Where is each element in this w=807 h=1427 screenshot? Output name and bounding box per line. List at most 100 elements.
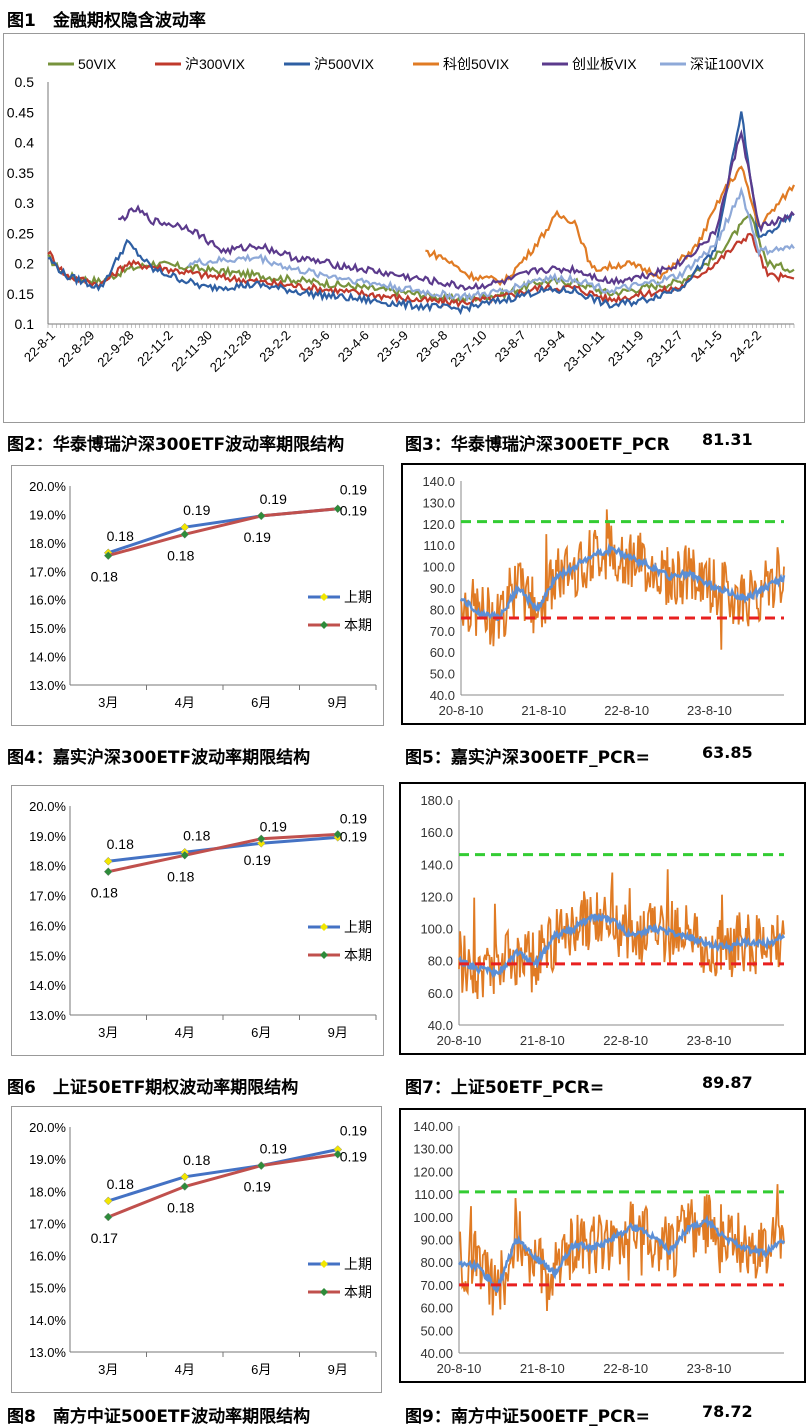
fig3-svg: 40.0 50.0 60.0 70.0 80.0 90.0 100.0 110.0 120.0 1… (422, 474, 786, 718)
fig3-ytick-label: 120.0 (422, 517, 455, 532)
fig7-title: 图7：上证50ETF_PCR= (405, 1078, 605, 1098)
fig7-ytick-label: 50.00 (420, 1323, 453, 1338)
fig1-xtick-label: 23-11-9 (605, 328, 647, 370)
fig6-xtick-label: 6月 (251, 1362, 271, 1377)
fig1-legend-label: 沪500VIX (314, 56, 375, 72)
fig1-legend-label: 沪300VIX (185, 56, 246, 72)
fig2-ytick-label: 20.0% (29, 479, 66, 494)
fig5-ytick-label: 140.0 (420, 857, 453, 872)
fig2-ytick-label: 18.0% (29, 536, 66, 551)
fig1-xtick-label: 23-5-9 (374, 328, 411, 365)
fig4-ytick-label: 18.0% (29, 859, 66, 874)
fig6-ytick-label: 15.0% (29, 1281, 66, 1296)
fig2-svg: 13.0% 14.0% 15.0% 16.0% 17.0% 18.0% 19.0% 20.0%… (29, 479, 377, 710)
fig6-ytick-label: 17.0% (29, 1216, 66, 1231)
fig4-ytick-label: 19.0% (29, 829, 66, 844)
fig1-ytick-label: 0.5 (15, 74, 35, 90)
fig1-xtick-label: 22-8-1 (21, 328, 58, 365)
fig6-svg: 13.0% 14.0% 15.0% 16.0% 17.0% 18.0% 19.0% 20.0%… (29, 1120, 377, 1377)
fig1-svg: 0.10.150.20.250.30.350.40.450.522-8-122-… (7, 56, 796, 375)
fig6-xtick-label: 3月 (98, 1362, 118, 1377)
fig6-data-label: 0.19 (340, 1123, 367, 1139)
fig4-legend-marker (320, 923, 328, 931)
fig2-ytick-label: 14.0% (29, 650, 66, 665)
fig2-ytick-label: 15.0% (29, 621, 66, 636)
fig1-xtick-label: 22-11-30 (168, 328, 215, 375)
fig6-xtick-label: 9月 (328, 1362, 348, 1377)
fig6-data-label: 0.19 (340, 1148, 367, 1164)
fig4-data-label: 0.19 (260, 818, 287, 834)
fig5-pcr-value: 63.85 (702, 743, 753, 762)
fig4-data-label: 0.19 (340, 828, 367, 844)
fig3-ytick-label: 40.0 (430, 688, 455, 703)
fig2-legend-label: 上期 (344, 589, 372, 605)
fig6-series-line (107, 1152, 339, 1219)
fig3-xtick-label: 23-8-10 (687, 703, 732, 718)
fig1-series-line (47, 111, 795, 316)
fig2-point (333, 504, 343, 514)
fig6-title: 图6 上证50ETF期权波动率期限结构 (7, 1078, 299, 1098)
fig7-chart-box: 40.00 50.00 60.00 70.00 80.00 90.00 100.00 110.… (399, 1108, 806, 1383)
fig6-point (256, 1161, 266, 1170)
fig4-xtick-label: 4月 (175, 1025, 195, 1040)
fig7-ytick-label: 40.00 (420, 1346, 453, 1361)
fig6-legend-marker (320, 1260, 328, 1268)
fig6-data-label: 0.18 (167, 1199, 194, 1215)
fig7-ytick-label: 80.00 (420, 1255, 453, 1270)
fig3-ytick-label: 70.0 (430, 624, 455, 639)
fig5-title: 图5：嘉实沪深300ETF_PCR= (405, 748, 650, 768)
fig2-data-label: 0.19 (244, 529, 271, 545)
fig1-ytick-label: 0.45 (7, 104, 34, 120)
fig1-xtick-label: 23-12-7 (643, 328, 685, 370)
fig6-ytick-label: 18.0% (29, 1184, 66, 1199)
fig4-series-line (107, 832, 338, 874)
fig4-ytick-label: 13.0% (29, 1008, 66, 1023)
fig1-ytick-label: 0.25 (7, 225, 34, 241)
fig2-data-label: 0.18 (107, 528, 134, 544)
fig5-xtick-label: 20-8-10 (437, 1033, 482, 1048)
fig3-ytick-label: 90.0 (430, 581, 455, 596)
fig6-legend-label: 本期 (344, 1284, 372, 1300)
fig3-ytick-label: 130.0 (422, 495, 455, 510)
fig2-data-label: 0.18 (91, 569, 118, 585)
fig1-ytick-label: 0.3 (15, 195, 35, 211)
fig3-ytick-label: 100.0 (422, 560, 455, 575)
fig2-data-label: 0.18 (167, 547, 194, 563)
fig5-ytick-label: 100.0 (420, 922, 453, 937)
fig1-xtick-label: 23-3-6 (295, 328, 332, 365)
fig1-legend-label: 50VIX (78, 56, 117, 72)
fig7-ytick-label: 100.00 (413, 1210, 453, 1225)
fig5-ytick-label: 180.0 (420, 793, 453, 808)
fig4-ytick-label: 15.0% (29, 948, 66, 963)
fig6-point (103, 1196, 113, 1206)
fig5-xtick-label: 21-8-10 (520, 1033, 565, 1048)
fig6-xtick-label: 4月 (175, 1362, 195, 1377)
fig1-series-line (187, 186, 795, 303)
fig5-ytick-label: 160.0 (420, 825, 453, 840)
fig3-xtick-label: 22-8-10 (604, 703, 649, 718)
fig2-point (103, 551, 113, 561)
fig2-ytick-label: 13.0% (29, 678, 66, 693)
fig2-title: 图2：华泰博瑞沪深300ETF波动率期限结构 (7, 435, 345, 455)
fig2-ytick-label: 16.0% (29, 593, 66, 608)
fig5-ytick-label: 120.0 (420, 889, 453, 904)
fig1-chart-box: 0.1 0.15 0.2 0.25 0.3 0.35 0.4 0.45 0.5 22-8-1 22-… (3, 33, 805, 423)
fig1-xtick-label: 23-2-2 (256, 328, 293, 365)
fig7-ytick-label: 130.00 (413, 1142, 453, 1157)
fig6-chart-box: 13.0% 14.0% 15.0% 16.0% 17.0% 18.0% 19.0% 20.0%… (11, 1106, 382, 1393)
fig2-xtick-label: 3月 (98, 695, 118, 710)
fig4-point (180, 850, 190, 860)
fig4-point (103, 867, 113, 877)
fig1-series-line (47, 213, 795, 305)
fig6-legend-label: 上期 (344, 1256, 372, 1272)
fig9-pcr-value: 78.72 (702, 1402, 753, 1421)
fig2-ytick-label: 17.0% (29, 564, 66, 579)
fig2-xtick-label: 4月 (175, 695, 195, 710)
fig1-ytick-label: 0.1 (15, 316, 35, 332)
fig2-data-label: 0.19 (340, 503, 367, 519)
fig1-xtick-label: 23-10-11 (561, 328, 608, 375)
fig7-pcr-line (459, 1184, 785, 1316)
fig2-point (180, 529, 190, 539)
fig6-ytick-label: 20.0% (29, 1120, 66, 1135)
fig4-title: 图4：嘉实沪深300ETF波动率期限结构 (7, 748, 311, 768)
